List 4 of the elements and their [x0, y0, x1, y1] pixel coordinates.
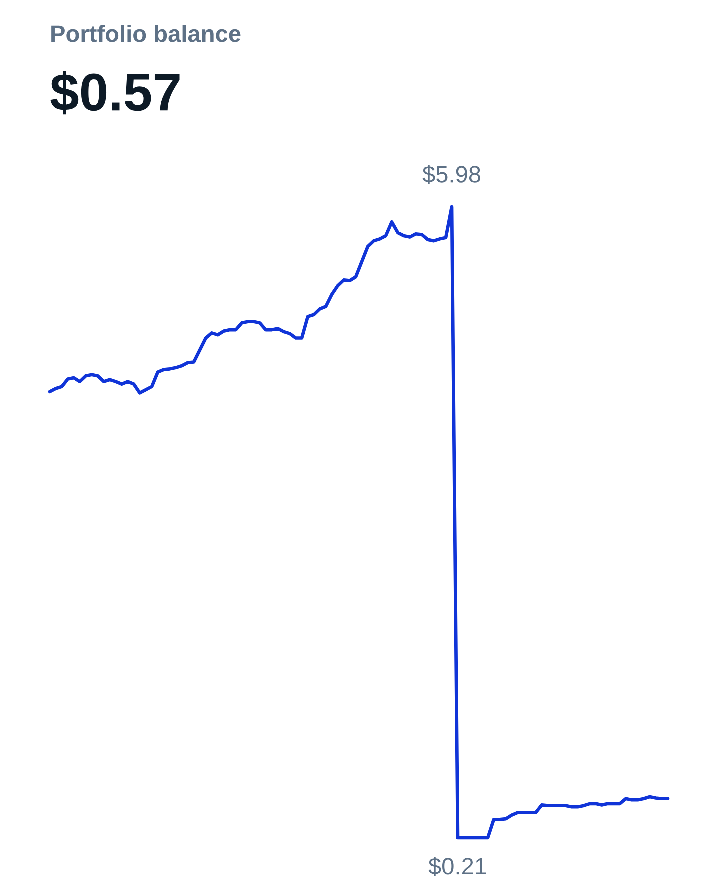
text: $5.98 — [422, 165, 481, 184]
text: $0.21 — [428, 857, 486, 876]
chart-subtitle: $0.57 — [50, 71, 180, 115]
chart-title: Portfolio balance — [52, 24, 241, 42]
